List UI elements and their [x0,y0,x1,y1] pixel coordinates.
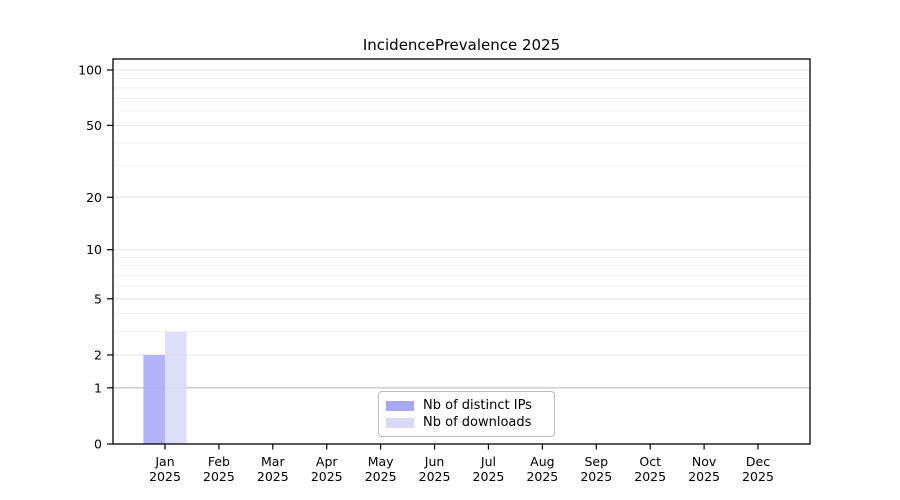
x-tick-label-month-nov: Nov [692,454,717,469]
x-tick-label-month-may: May [368,454,394,469]
x-tick-label-year-sep: 2025 [580,469,612,484]
x-tick-label-year-may: 2025 [365,469,397,484]
x-tick-label-month-aug: Aug [530,454,554,469]
x-tick-label-month-jun: Jun [424,454,445,469]
x-tick-label-month-jan: Jan [154,454,174,469]
x-tick-label-month-mar: Mar [261,454,285,469]
x-tick-label-month-sep: Sep [584,454,608,469]
plot-spines [112,58,811,445]
legend: Nb of distinct IPs Nb of downloads [378,391,555,437]
y-tick-label-100: 100 [78,63,102,78]
y-tick-label-5: 5 [94,291,102,306]
legend-swatch-downloads [386,417,414,428]
legend-item-downloads: Nb of downloads [386,414,546,431]
legend-label-downloads: Nb of downloads [423,415,532,430]
x-tick-label-year-aug: 2025 [526,469,558,484]
x-tick-label-year-apr: 2025 [311,469,343,484]
x-tick-label-month-dec: Dec [746,454,770,469]
x-tick-label-month-jul: Jul [480,454,496,469]
x-tick-label-year-nov: 2025 [688,469,720,484]
x-tick-label-year-feb: 2025 [203,469,235,484]
x-tick-label-year-jan: 2025 [149,469,181,484]
chart-title: IncidencePrevalence 2025 [362,36,561,54]
y-tick-label-1: 1 [94,380,102,395]
x-tick-label-year-mar: 2025 [257,469,289,484]
x-tick-label-year-jul: 2025 [473,469,505,484]
legend-label-distinct-ips: Nb of distinct IPs [423,398,532,413]
x-tick-label-month-oct: Oct [639,454,661,469]
legend-swatch-distinct-ips [386,400,414,411]
x-tick-label-month-feb: Feb [208,454,230,469]
y-tick-label-50: 50 [86,118,102,133]
x-tick-label-month-apr: Apr [316,454,338,469]
x-tick-label-year-dec: 2025 [742,469,774,484]
bar-nb-of-downloads-jan [165,331,187,444]
y-tick-label-2: 2 [94,347,102,362]
y-tick-label-20: 20 [86,190,102,205]
x-tick-label-year-jun: 2025 [419,469,451,484]
bar-nb-of-distinct-ips-jan [143,354,165,444]
y-tick-label-0: 0 [94,437,102,452]
x-tick-label-year-oct: 2025 [634,469,666,484]
y-tick-label-10: 10 [86,242,102,257]
legend-item-distinct-ips: Nb of distinct IPs [386,397,546,414]
